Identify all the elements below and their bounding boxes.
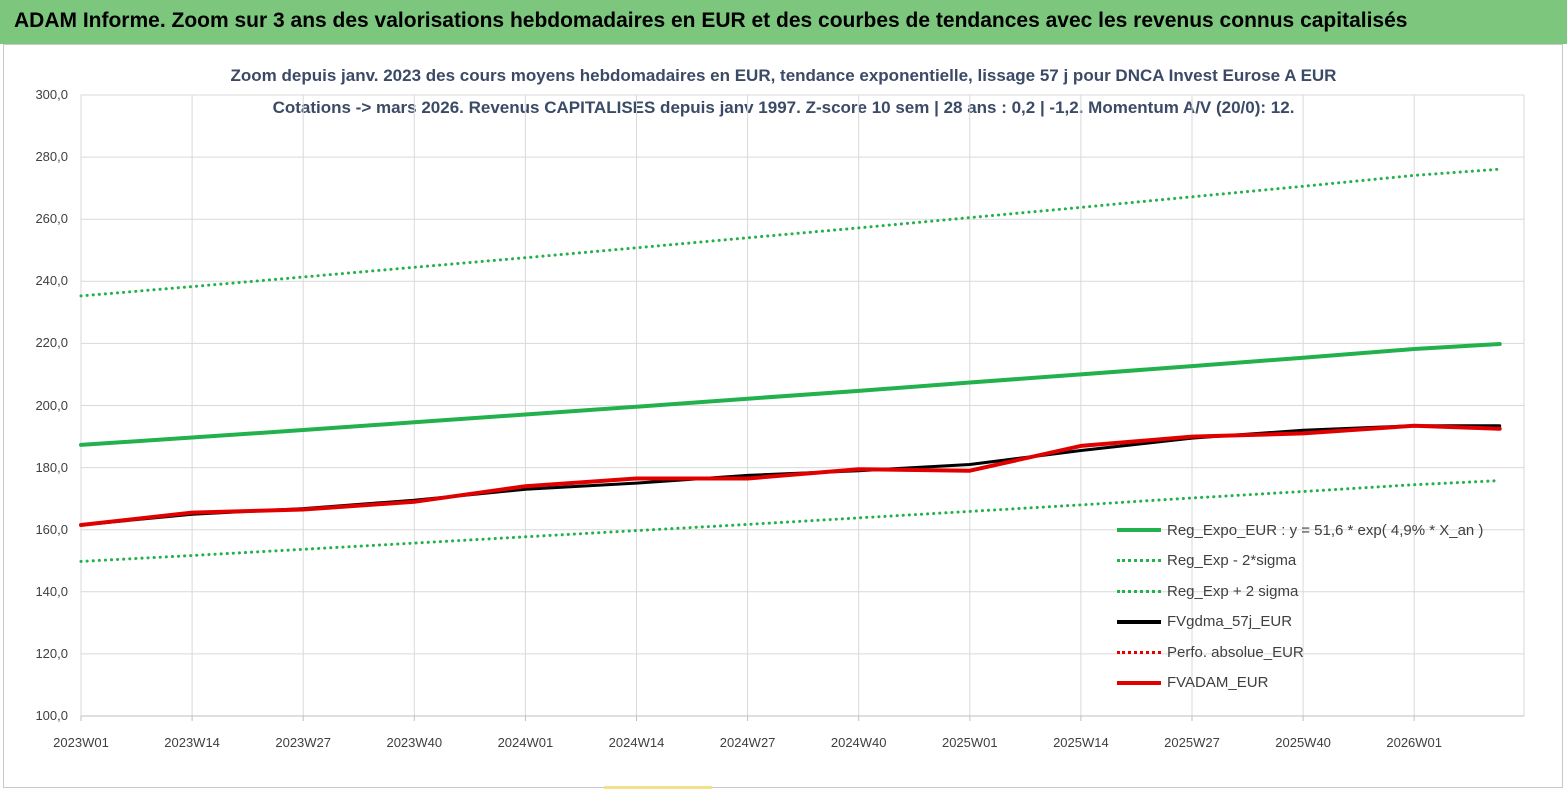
y-tick-label: 140,0 — [35, 583, 68, 599]
y-tick-label: 260,0 — [35, 211, 68, 227]
legend-item: Reg_Exp + 2 sigma — [1117, 580, 1298, 602]
series-line-5 — [79, 423, 1502, 527]
y-tick-label: 280,0 — [35, 149, 68, 165]
x-tick-label: 2024W01 — [497, 735, 554, 750]
x-tick-label: 2024W40 — [830, 735, 887, 750]
legend-item: Perfo. absolue_EUR — [1117, 641, 1304, 663]
x-tick-label: 2023W01 — [53, 735, 109, 750]
legend-swatch — [1117, 680, 1161, 685]
x-tick-label: 2024W27 — [719, 735, 776, 750]
y-tick-label: 220,0 — [35, 335, 68, 351]
bottom-scroll-marker — [604, 786, 712, 789]
x-tick-label: 2023W27 — [275, 735, 332, 750]
legend-item: FVADAM_EUR — [1117, 672, 1268, 694]
chart-title-line-1: Zoom depuis janv. 2023 des cours moyens … — [230, 66, 1337, 85]
series-line-0 — [79, 342, 1502, 447]
legend-label: FVADAM_EUR — [1167, 674, 1269, 691]
legend-swatch — [1117, 589, 1161, 593]
legend-swatch — [1117, 559, 1161, 562]
legend-swatch — [1117, 650, 1161, 654]
series-line-2 — [79, 167, 1502, 298]
legend-label: FVgdma_57j_EUR — [1167, 613, 1293, 630]
legend-item: Reg_Expo_EUR : y = 51,6 * exp( 4,9% * X_… — [1117, 519, 1483, 541]
x-tick-label: 2025W01 — [941, 735, 998, 750]
legend-item: Reg_Exp - 2*sigma — [1117, 550, 1296, 572]
y-tick-label: 180,0 — [35, 459, 68, 475]
x-tick-label: 2025W40 — [1275, 735, 1331, 750]
legend-label: Reg_Expo_EUR : y = 51,6 * exp( 4,9% * X_… — [1167, 521, 1484, 539]
y-tick-label: 120,0 — [35, 645, 68, 661]
chart-title-line-2: Cotations -> mars 2026. Revenus CAPITALI… — [272, 98, 1295, 117]
legend-label: Reg_Exp - 2*sigma — [1167, 552, 1297, 569]
y-tick-label: 300,0 — [35, 87, 68, 102]
x-tick-label: 2025W27 — [1164, 735, 1220, 750]
legend-label: Reg_Exp + 2 sigma — [1167, 582, 1299, 600]
x-tick-label: 2023W14 — [164, 735, 220, 750]
legend-swatch — [1117, 528, 1161, 532]
legend-swatch — [1117, 619, 1161, 624]
x-tick-label: 2025W14 — [1053, 735, 1109, 750]
y-tick-label: 240,0 — [35, 273, 68, 289]
legend-label: Perfo. absolue_EUR — [1167, 643, 1304, 661]
x-tick-label: 2024W14 — [608, 735, 665, 750]
report-title: ADAM Informe. Zoom sur 3 ans des valoris… — [14, 9, 1408, 32]
x-tick-label: 2023W40 — [386, 735, 443, 750]
title-banner: ADAM Informe. Zoom sur 3 ans des valoris… — [0, 0, 1567, 44]
y-tick-label: 160,0 — [35, 521, 68, 537]
y-tick-label: 100,0 — [35, 708, 68, 723]
legend-item: FVgdma_57j_EUR — [1117, 611, 1292, 633]
x-tick-label: 2026W01 — [1386, 735, 1443, 750]
y-tick-label: 200,0 — [35, 397, 68, 413]
